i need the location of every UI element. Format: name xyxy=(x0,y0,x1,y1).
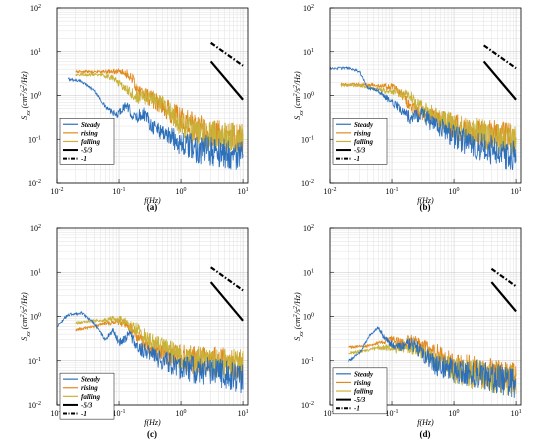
x-axis-label: f(Hz) xyxy=(144,418,161,427)
y-tick-label: 100 xyxy=(303,92,314,101)
x-tick-label: 101 xyxy=(238,187,249,196)
legend-label: falling xyxy=(81,138,101,146)
y-tick-label: 100 xyxy=(30,92,41,101)
y-tick-label: 10-2 xyxy=(301,179,314,188)
legend-label: Steady xyxy=(354,121,374,129)
legend-label: -5/3 xyxy=(354,396,366,404)
series-group xyxy=(67,67,244,170)
reference-line-minus-5-3 xyxy=(490,281,517,313)
legend-label: -1 xyxy=(354,405,360,413)
x-tick-label: 10-2 xyxy=(324,187,337,196)
y-tick-label: 10-2 xyxy=(301,401,314,410)
reference-line-minus-1 xyxy=(210,41,244,67)
panel-label: (c) xyxy=(147,429,157,439)
y-tick-label: 100 xyxy=(30,313,41,322)
x-axis-label: f(Hz) xyxy=(417,196,434,205)
legend-label: rising xyxy=(354,379,371,387)
x-tick-label: 10-2 xyxy=(51,187,64,196)
y-axis-label: Sxx (cm2/s2/Hz) xyxy=(20,292,32,341)
reference-line-minus-1 xyxy=(490,267,517,288)
series-group xyxy=(57,310,244,394)
panel-label: (b) xyxy=(420,202,431,212)
legend-label: Steady xyxy=(81,121,101,129)
series-line-steady xyxy=(57,310,244,394)
panel-label: (a) xyxy=(147,202,158,212)
x-axis-label: f(Hz) xyxy=(417,418,434,427)
legend-label: falling xyxy=(354,388,374,396)
y-tick-label: 102 xyxy=(303,224,314,233)
y-axis-label: Sxx (cm2/s2/Hz) xyxy=(293,292,305,341)
chart-panel-c: 10-210-110010110-210-1100101102f(Hz)Sxx … xyxy=(20,224,249,439)
reference-line-minus-1 xyxy=(210,266,244,292)
reference-line-minus-5-3 xyxy=(209,60,244,101)
series-line-falling xyxy=(340,82,517,155)
y-tick-label: 10-2 xyxy=(28,401,41,410)
x-tick-label: 100 xyxy=(449,187,460,196)
y-tick-label: 10-1 xyxy=(28,357,41,366)
x-tick-label: 100 xyxy=(449,409,460,418)
series-line-rising xyxy=(75,318,244,380)
chart-panel-a: 10-2 10-1 100 101 10-2 10-1 100 101 102 f(Hz) Sxx … xyxy=(20,4,249,212)
legend-label: falling xyxy=(81,393,101,401)
legend-label: -5/3 xyxy=(81,401,93,409)
series-group xyxy=(348,326,517,398)
reference-line-minus-1 xyxy=(483,44,517,70)
series-group xyxy=(330,66,517,171)
series-line-steady xyxy=(67,77,244,170)
y-tick-label: 102 xyxy=(30,4,41,13)
y-tick-label: 101 xyxy=(303,48,314,57)
legend-label: -5/3 xyxy=(354,147,366,155)
x-tick-label: 101 xyxy=(511,187,522,196)
y-tick-label: 101 xyxy=(30,48,41,57)
legend-label: -1 xyxy=(354,155,360,163)
x-tick-label: 101 xyxy=(511,409,522,418)
legend-label: rising xyxy=(81,384,98,392)
y-tick-label: 102 xyxy=(303,4,314,13)
y-tick-label: 101 xyxy=(30,268,41,277)
y-axis-label: Sxx (cm2/s2/Hz) xyxy=(293,71,305,120)
x-tick-label: 10-1 xyxy=(113,187,126,196)
chart-panel-d: 10-210-110010110-210-1100101102f(Hz)Sxx … xyxy=(293,224,522,439)
x-axis-label: f(Hz) xyxy=(144,196,161,205)
grid xyxy=(329,8,521,184)
x-tick-label: 100 xyxy=(176,409,187,418)
x-tick-label: 100 xyxy=(176,187,187,196)
legend-label: Steady xyxy=(354,370,374,378)
reference-line-minus-5-3 xyxy=(482,60,517,101)
legend-label: -1 xyxy=(81,410,87,418)
legend-label: -5/3 xyxy=(81,147,93,155)
x-tick-label: 10-1 xyxy=(386,187,399,196)
legend-label: falling xyxy=(354,138,374,146)
y-tick-label: 100 xyxy=(303,313,314,322)
series-line-steady xyxy=(330,66,517,171)
x-tick-label: 101 xyxy=(238,409,249,418)
legend-label: rising xyxy=(354,129,371,137)
series-line-rising xyxy=(348,334,517,393)
legend-label: -1 xyxy=(81,155,87,163)
legend-label: rising xyxy=(81,129,98,137)
panel-label: (d) xyxy=(420,429,431,439)
x-tick-label: 10-1 xyxy=(113,409,126,418)
chart-panel-b: 10-2 10-1 100 101 10-2 10-1 100 101 102 f(Hz) Sxx … xyxy=(293,4,522,212)
y-axis-label: Sxx (cm2/s2/Hz) xyxy=(20,71,32,120)
legend-label: Steady xyxy=(81,376,101,384)
reference-line-minus-5-3 xyxy=(209,281,244,322)
series-line-steady xyxy=(348,326,517,398)
y-tick-label: 102 xyxy=(30,224,41,233)
x-tick-label: 10-1 xyxy=(386,409,399,418)
series-line-falling xyxy=(75,315,244,380)
series-line-falling xyxy=(75,71,244,154)
y-tick-label: 10-1 xyxy=(28,135,41,144)
y-tick-label: 10-1 xyxy=(301,135,314,144)
y-tick-label: 10-1 xyxy=(301,357,314,366)
y-tick-label: 10-2 xyxy=(28,179,41,188)
y-tick-label: 101 xyxy=(303,268,314,277)
